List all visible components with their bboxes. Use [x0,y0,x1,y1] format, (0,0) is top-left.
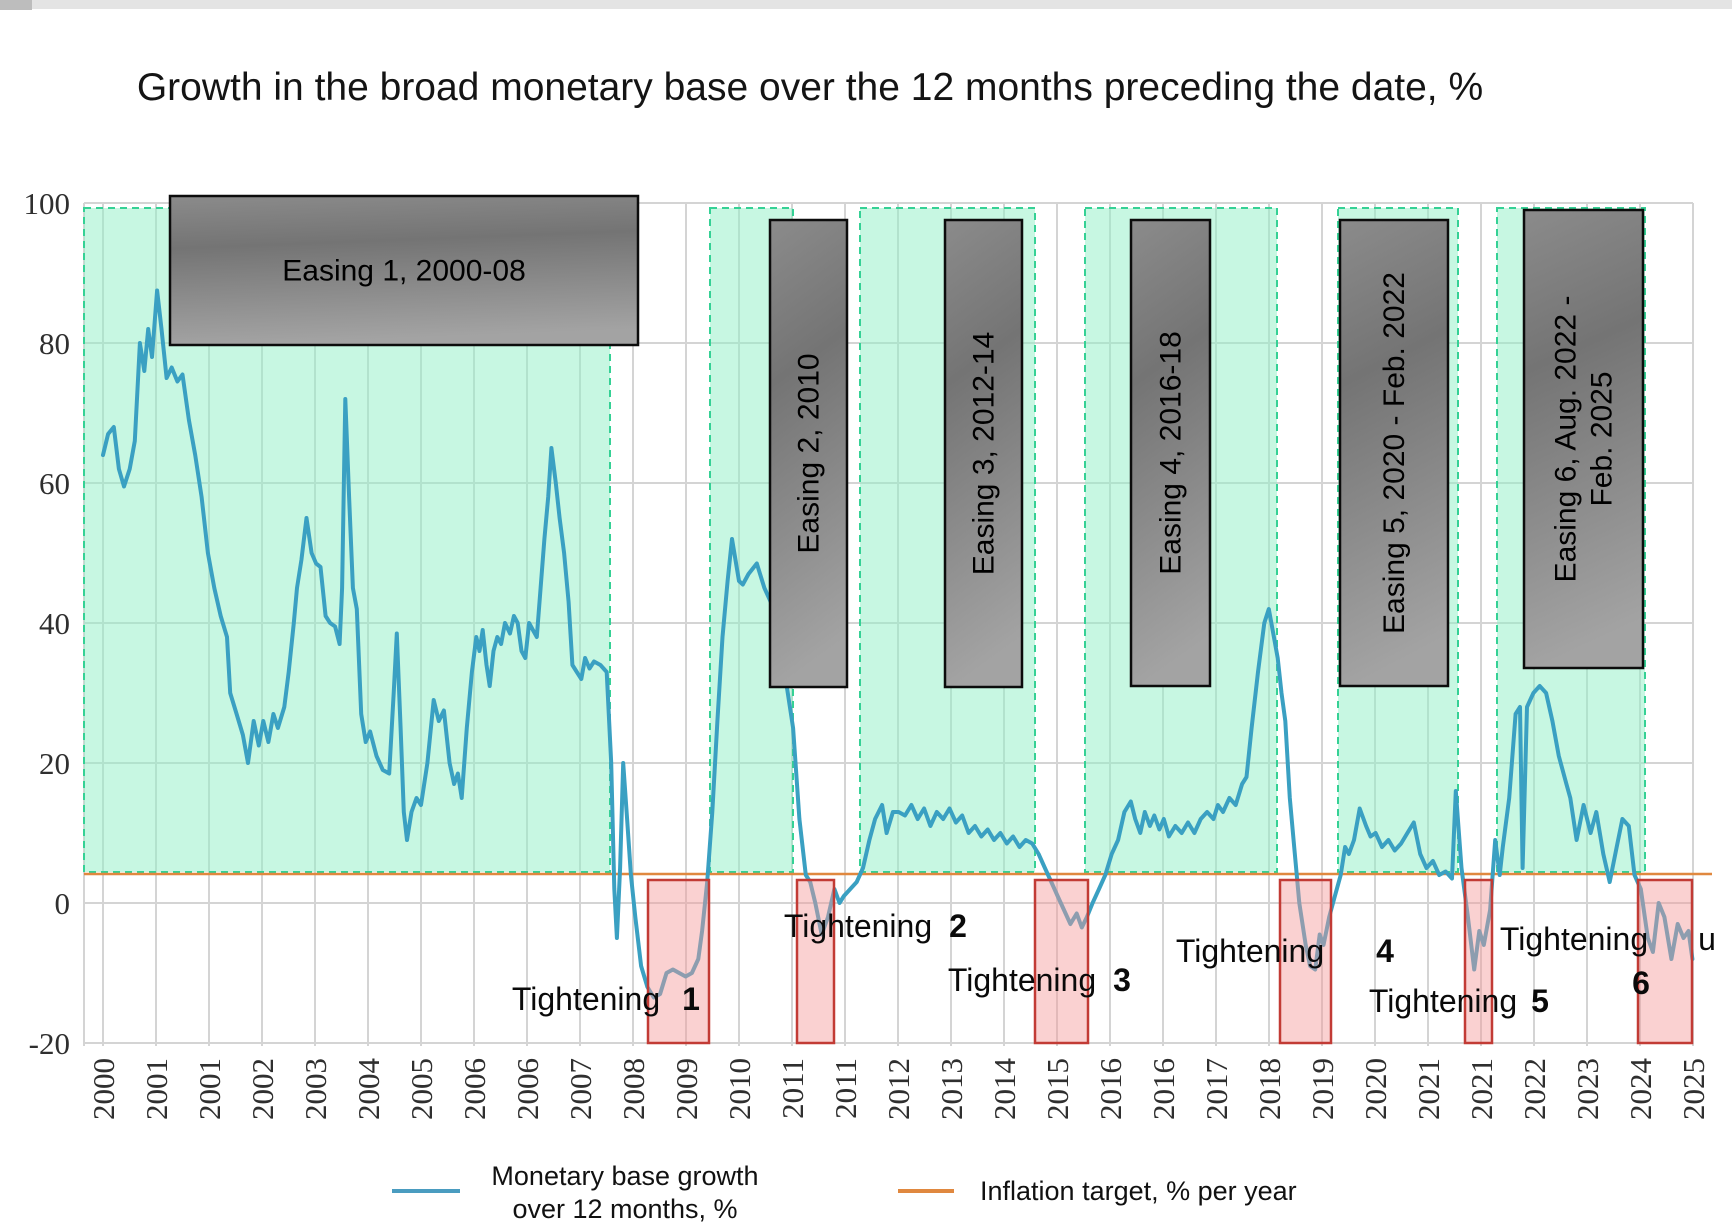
y-tick-label: -20 [29,1026,70,1061]
easing-label-text: Easing 4, 2016-18 [1155,331,1188,575]
tightening-label-word: Tightening [1176,933,1324,969]
x-tick-label: 2014 [987,1058,1022,1121]
monetary-base-line-path [101,288,1695,1000]
x-tick-label: 2025 [1676,1058,1711,1120]
top-left-mark [0,0,32,10]
tightening-label-word: Tightening [784,908,932,944]
tightening-box [1636,878,1694,1045]
y-tick-label: 40 [39,606,70,641]
x-tick-label: 2011 [775,1058,810,1119]
legend-monetary-swatch-icon [392,1189,460,1193]
x-tick-label: 2008 [616,1058,651,1120]
tightening-box [1278,878,1333,1045]
legend-target-label: Inflation target, % per year [980,1176,1297,1206]
x-tick-label: 2020 [1358,1058,1393,1120]
tightening-boxes [646,878,1694,1045]
tightening-labels: Tightening 1 Tightening 2 Tightening 3 Tighten… [512,908,1716,1019]
legend-monetary-label-line2: over 12 months, % [512,1194,738,1224]
x-tick-label: 2009 [669,1058,704,1120]
x-tick-label: 2006 [457,1058,492,1120]
x-tick-label: 2004 [351,1058,386,1121]
easing-label-box [1338,218,1450,688]
y-tick-label: 60 [39,466,70,501]
tightening-label-word: u [1698,921,1716,957]
easing-label-box [1522,208,1645,670]
x-tick-label: 2021 [1411,1058,1446,1120]
easing-label-text: Easing 1, 2000-08 [282,255,526,288]
legend-monetary-label: Monetary base growth over 12 months, % [460,1160,790,1226]
x-tick-label: 2003 [298,1058,333,1120]
tightening-label-number: 2 [949,908,967,944]
x-tick-label: 2007 [563,1058,598,1120]
x-tick-label: 2017 [1199,1058,1234,1120]
x-tick-label: 2011 [828,1058,863,1119]
x-tick-label: 2013 [934,1058,969,1120]
easing-label-text: Easing 6, Aug. 2022 - Feb. 2025 [1550,296,1619,583]
y-tick-label: 20 [39,746,70,781]
x-tick-label: 2016 [1146,1058,1181,1120]
tightening-label-number: 4 [1376,933,1394,969]
easing-label-box [168,194,640,347]
x-tick-label: 2012 [881,1058,916,1120]
y-tick-label: 0 [55,886,71,921]
tightening-box [646,878,711,1045]
legend-monetary-label-line1: Monetary base growth [491,1161,759,1191]
easing-label-text: Easing 2, 2010 [793,353,826,553]
chart-title: Growth in the broad monetary base over t… [136,66,1484,109]
x-tick-label: 2023 [1570,1058,1605,1120]
easing-label-boxes: Easing 1, 2000-08 Easing 2, 2010 Easing 3,… [168,194,1645,689]
tightening-label-number: 1 [682,981,700,1017]
easing-label-text: Easing 3, 2012-14 [968,332,1001,576]
x-tick-label: 2001 [192,1058,227,1120]
monetary-base-line [101,288,1695,1000]
x-tick-label: 2002 [245,1058,280,1120]
x-tick-label: 2015 [1040,1058,1075,1120]
easing-label-box [768,218,849,689]
axis-tick-labels: 100 80 60 40 20 0 -20 2000 2001 2001 2002 2003 2004 2… [24,186,1712,1120]
tightening-label-word: Tightening [512,981,660,1017]
x-tick-label: 2022 [1517,1058,1552,1120]
tightening-box [1033,878,1090,1045]
x-tick-label: 2005 [404,1058,439,1120]
x-tick-label: 2000 [86,1058,121,1120]
x-tick-label: 2021 [1464,1058,1499,1120]
y-tick-label: 100 [24,186,71,221]
easing-label-box [943,218,1024,689]
tightening-label-number: 5 [1531,983,1549,1019]
x-tick-label: 2019 [1305,1058,1340,1120]
easing-label-text: Easing 5, 2020 - Feb. 2022 [1378,272,1411,634]
tightening-label-word: Tightening [948,962,1096,998]
x-tick-label: 2001 [139,1058,174,1120]
x-tick-label: 2006 [510,1058,545,1120]
easing-label-box [1129,218,1212,688]
y-tick-label: 80 [39,326,70,361]
tightening-label-number: 6 [1632,965,1650,1001]
tightening-label-number: 3 [1113,962,1131,998]
tightening-box [795,878,836,1045]
tightening-label-word: Tightening [1500,921,1648,957]
x-tick-label: 2016 [1093,1058,1128,1120]
tightening-label-word: Tightening [1369,983,1517,1019]
x-tick-label: 2010 [722,1058,757,1120]
legend-target-swatch-icon [898,1189,954,1193]
x-tick-label: 2024 [1623,1058,1658,1121]
top-divider-line [0,0,1732,9]
x-tick-label: 2018 [1252,1058,1287,1120]
tightening-box [1463,878,1494,1045]
